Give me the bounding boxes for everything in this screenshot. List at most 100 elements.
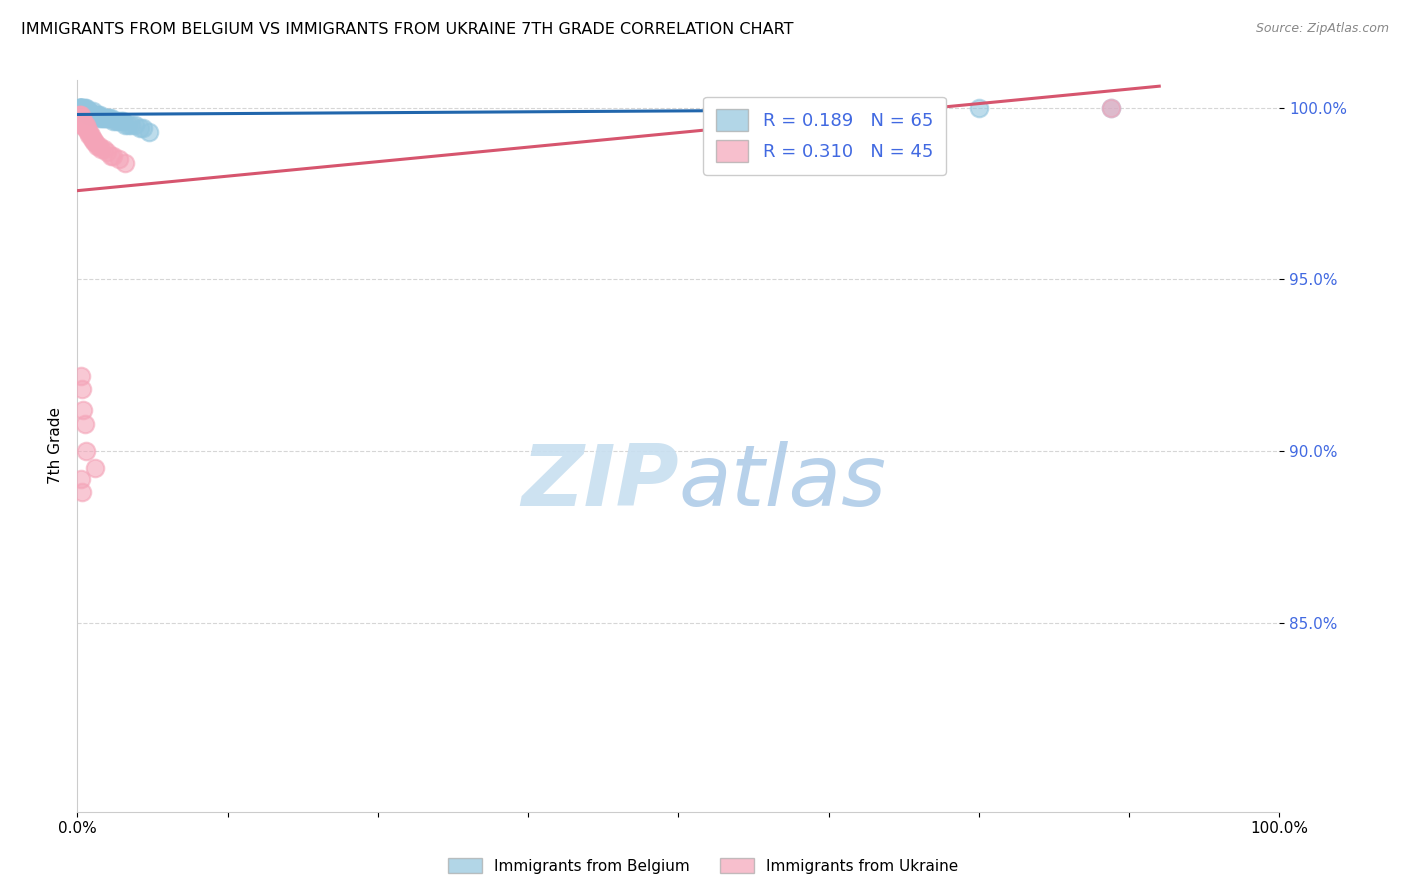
Point <box>72 104 94 119</box>
Point <box>114 155 136 169</box>
Point <box>908 101 931 115</box>
Point <box>72 104 94 119</box>
Point <box>69 107 91 121</box>
Point <box>1099 101 1122 115</box>
Point <box>82 131 104 145</box>
Point <box>138 125 160 139</box>
Point <box>100 149 122 163</box>
Point <box>72 114 94 128</box>
Point <box>82 104 104 119</box>
Point <box>110 114 132 128</box>
Point <box>100 111 122 125</box>
Point <box>70 114 93 128</box>
Point <box>69 101 91 115</box>
Point <box>67 101 90 115</box>
Point <box>80 131 103 145</box>
Point <box>73 121 96 136</box>
Point <box>70 107 93 121</box>
Y-axis label: 7th Grade: 7th Grade <box>48 408 63 484</box>
Point <box>108 153 131 167</box>
Point <box>1099 101 1122 115</box>
Point <box>84 107 107 121</box>
Point <box>70 118 93 132</box>
Point <box>103 149 125 163</box>
Point <box>70 101 93 115</box>
Point <box>67 101 90 115</box>
Point <box>73 417 96 431</box>
Point <box>70 104 93 119</box>
Point <box>86 138 108 153</box>
Point <box>70 101 93 115</box>
Text: atlas: atlas <box>679 441 886 524</box>
Point <box>76 104 98 119</box>
Point <box>75 121 97 136</box>
Point <box>79 107 101 121</box>
Point <box>80 107 103 121</box>
Text: IMMIGRANTS FROM BELGIUM VS IMMIGRANTS FROM UKRAINE 7TH GRADE CORRELATION CHART: IMMIGRANTS FROM BELGIUM VS IMMIGRANTS FR… <box>21 22 793 37</box>
Point <box>967 101 990 115</box>
Point <box>70 104 93 119</box>
Point <box>96 111 118 125</box>
Point <box>75 118 97 132</box>
Point <box>96 111 118 125</box>
Point <box>96 145 118 160</box>
Point <box>132 121 155 136</box>
Point <box>84 135 107 149</box>
Point <box>79 125 101 139</box>
Point <box>97 111 120 125</box>
Point <box>70 368 93 383</box>
Text: Source: ZipAtlas.com: Source: ZipAtlas.com <box>1256 22 1389 36</box>
Point <box>75 444 97 458</box>
Point <box>107 114 129 128</box>
Point <box>811 101 834 115</box>
Point <box>70 104 93 119</box>
Point <box>89 107 111 121</box>
Point <box>67 107 90 121</box>
Point <box>70 382 93 396</box>
Point <box>69 101 91 115</box>
Point <box>84 461 107 475</box>
Point <box>75 104 97 119</box>
Point <box>83 135 105 149</box>
Point <box>104 114 127 128</box>
Point <box>75 101 97 115</box>
Point <box>70 111 93 125</box>
Point <box>73 104 96 119</box>
Point <box>70 104 93 119</box>
Point <box>67 111 90 125</box>
Point <box>93 111 115 125</box>
Point <box>111 114 134 128</box>
Text: ZIP: ZIP <box>520 441 679 524</box>
Point <box>72 118 94 132</box>
Point <box>103 114 125 128</box>
Point <box>87 111 110 125</box>
Point <box>79 128 101 143</box>
Point <box>77 125 100 139</box>
Point <box>70 101 93 115</box>
Point <box>70 104 93 119</box>
Point <box>73 118 96 132</box>
Point <box>77 104 100 119</box>
Point <box>69 114 91 128</box>
Point <box>70 111 93 125</box>
Point <box>70 485 93 500</box>
Point <box>128 121 150 136</box>
Point <box>93 142 115 156</box>
Point <box>120 118 142 132</box>
Legend: Immigrants from Belgium, Immigrants from Ukraine: Immigrants from Belgium, Immigrants from… <box>441 852 965 880</box>
Point <box>70 101 93 115</box>
Point <box>90 142 112 156</box>
Point <box>79 104 101 119</box>
Point <box>76 121 98 136</box>
Point <box>76 104 98 119</box>
Point <box>69 111 91 125</box>
Point <box>69 104 91 119</box>
Legend: R = 0.189   N = 65, R = 0.310   N = 45: R = 0.189 N = 65, R = 0.310 N = 45 <box>703 96 946 175</box>
Point <box>70 472 93 486</box>
Point <box>72 403 94 417</box>
Point <box>83 107 105 121</box>
Point <box>91 111 114 125</box>
Point <box>716 104 738 119</box>
Point <box>77 104 100 119</box>
Point <box>72 101 94 115</box>
